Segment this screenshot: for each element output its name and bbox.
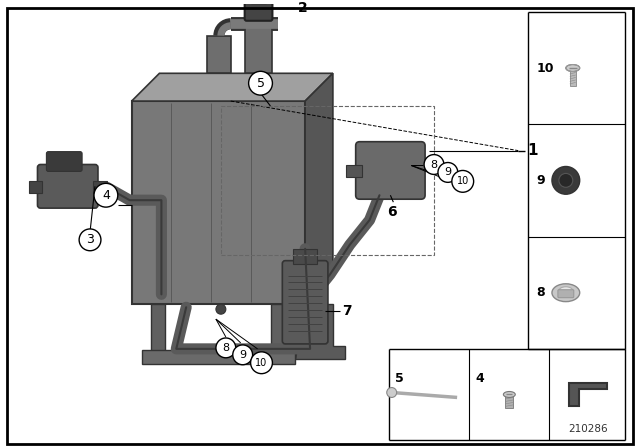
Circle shape <box>79 229 101 251</box>
FancyBboxPatch shape <box>558 290 574 297</box>
Bar <box>570 68 576 86</box>
Circle shape <box>216 304 226 314</box>
Circle shape <box>233 345 253 365</box>
Text: 6: 6 <box>387 205 397 219</box>
Bar <box>346 164 362 177</box>
Circle shape <box>387 388 397 397</box>
Circle shape <box>251 352 273 374</box>
Text: 8: 8 <box>222 343 229 353</box>
Circle shape <box>452 170 474 192</box>
Bar <box>207 36 231 73</box>
Text: 10: 10 <box>456 177 469 186</box>
Text: 4: 4 <box>476 372 484 385</box>
Circle shape <box>559 173 573 187</box>
FancyBboxPatch shape <box>132 101 305 304</box>
Ellipse shape <box>504 392 515 397</box>
Ellipse shape <box>566 65 580 72</box>
Text: 9: 9 <box>536 174 545 187</box>
Text: 9: 9 <box>444 168 451 177</box>
Circle shape <box>94 183 118 207</box>
FancyBboxPatch shape <box>47 151 82 172</box>
Text: 10: 10 <box>536 61 554 74</box>
Text: 1: 1 <box>527 143 538 158</box>
Circle shape <box>552 167 580 194</box>
Text: 4: 4 <box>102 189 110 202</box>
FancyBboxPatch shape <box>244 1 273 21</box>
Bar <box>152 304 165 352</box>
Text: 210286: 210286 <box>568 424 607 434</box>
Circle shape <box>424 155 444 174</box>
Polygon shape <box>305 73 333 304</box>
Bar <box>506 395 513 408</box>
Text: 2: 2 <box>298 1 308 15</box>
Bar <box>244 19 273 73</box>
Text: 3: 3 <box>86 233 94 246</box>
Text: 9: 9 <box>239 350 246 360</box>
Bar <box>293 249 317 263</box>
Text: 8: 8 <box>431 159 438 169</box>
Bar <box>251 0 266 3</box>
Bar <box>29 181 42 193</box>
Ellipse shape <box>552 284 580 302</box>
Circle shape <box>248 71 273 95</box>
Bar <box>93 181 107 193</box>
Bar <box>271 304 285 352</box>
Bar <box>221 106 434 255</box>
Polygon shape <box>570 383 607 406</box>
Text: 7: 7 <box>342 304 351 318</box>
Polygon shape <box>295 304 345 359</box>
Text: 8: 8 <box>536 286 545 299</box>
Text: 10: 10 <box>255 358 268 368</box>
Bar <box>141 350 295 364</box>
Polygon shape <box>132 73 333 101</box>
FancyBboxPatch shape <box>356 142 425 199</box>
Text: 5: 5 <box>257 77 264 90</box>
Text: 5: 5 <box>396 372 404 385</box>
FancyBboxPatch shape <box>282 261 328 344</box>
Circle shape <box>216 338 236 358</box>
FancyBboxPatch shape <box>38 164 98 208</box>
Circle shape <box>438 163 458 182</box>
Ellipse shape <box>559 287 573 295</box>
